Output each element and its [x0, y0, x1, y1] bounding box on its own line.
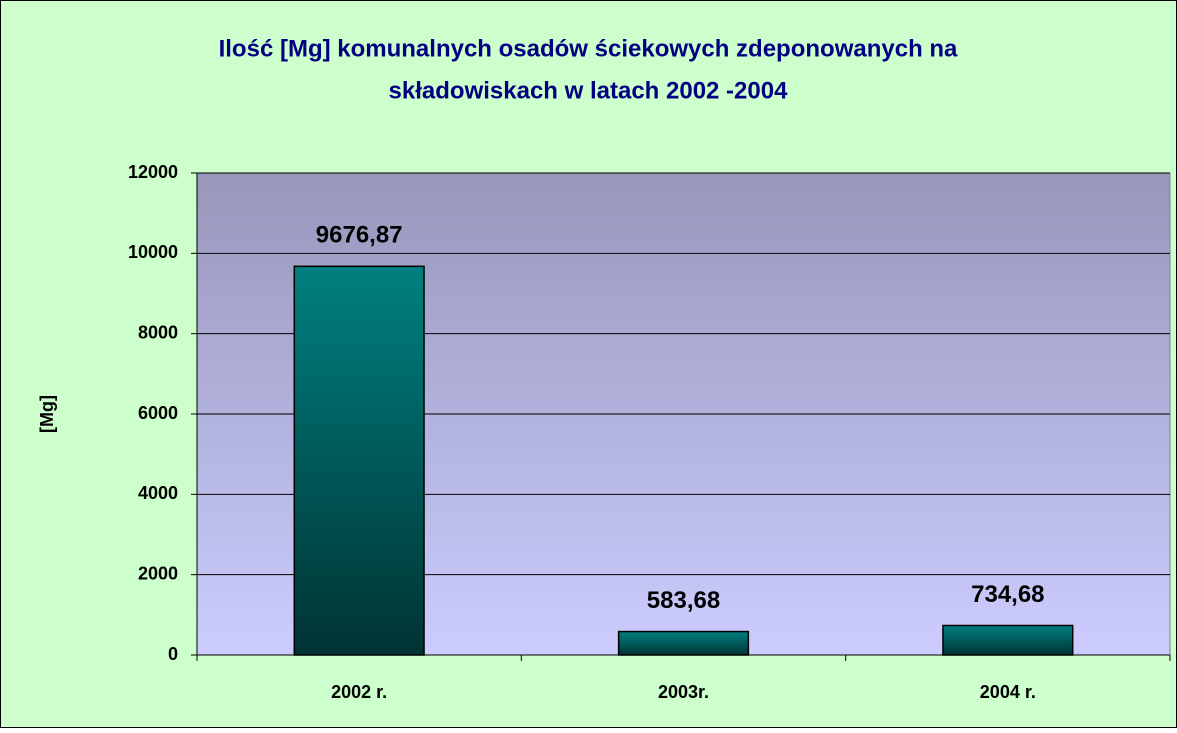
- x-tick-label: 2003r.: [658, 682, 709, 702]
- bar: [293, 265, 425, 656]
- bar: [617, 630, 750, 656]
- y-axis-label: [Mg]: [37, 395, 57, 433]
- y-tick-label: 8000: [138, 322, 178, 342]
- y-tick-label: 0: [168, 644, 178, 664]
- y-tick-label: 6000: [138, 403, 178, 423]
- x-tick-label: 2004 r.: [980, 682, 1036, 702]
- y-tick-label: 10000: [128, 242, 178, 262]
- y-tick-label: 4000: [138, 483, 178, 503]
- data-label: 583,68: [647, 587, 720, 614]
- x-tick-label: 2002 r.: [331, 682, 387, 702]
- y-tick-label: 12000: [128, 162, 178, 182]
- data-label: 9676,87: [316, 222, 403, 249]
- chart-title: składowiskach w latach 2002 -2004: [389, 77, 789, 104]
- y-tick-label: 2000: [138, 563, 178, 583]
- chart-title: Ilość [Mg] komunalnych osadów ściekowych…: [219, 35, 958, 62]
- bar: [942, 624, 1074, 656]
- data-label: 734,68: [971, 581, 1044, 608]
